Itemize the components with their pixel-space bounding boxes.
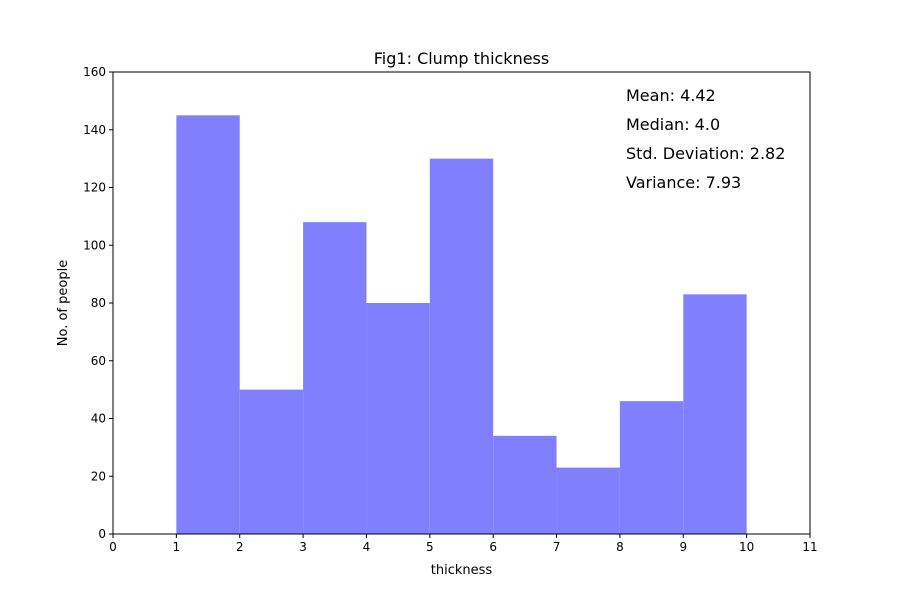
y-tick-label: 0 (98, 527, 106, 541)
y-tick-label: 120 (83, 181, 106, 195)
x-axis-label: thickness (431, 563, 493, 578)
histogram-bar-6 (493, 435, 557, 534)
histogram-bar-9 (683, 294, 747, 534)
stats-annotations: Mean: 4.42 Median: 4.0 Std. Deviation: 2.8… (626, 86, 785, 192)
histogram-bar-3 (303, 222, 367, 534)
y-tick-label: 100 (83, 238, 106, 252)
bars-group (176, 115, 747, 534)
x-tick-label: 11 (802, 540, 817, 554)
y-axis-label: No. of people (56, 260, 71, 346)
x-tick-label: 7 (553, 540, 561, 554)
stat-annotation-4: Variance: 7.93 (626, 173, 741, 192)
histogram-bar-7 (556, 467, 620, 534)
y-tick-label: 20 (91, 469, 106, 483)
stat-annotation-2: Median: 4.0 (626, 115, 720, 134)
x-tick-label: 9 (679, 540, 687, 554)
chart-title: Fig1: Clump thickness (374, 49, 549, 68)
x-tick-label: 5 (426, 540, 434, 554)
x-tick-label: 2 (236, 540, 244, 554)
histogram-bar-1 (176, 115, 240, 534)
histogram-bar-5 (429, 158, 494, 534)
x-tick-label: 6 (489, 540, 497, 554)
histogram-bar-8 (619, 401, 684, 534)
x-tick-label: 4 (363, 540, 371, 554)
y-tick-label: 40 (91, 412, 106, 426)
stat-annotation-3: Std. Deviation: 2.82 (626, 144, 785, 163)
x-tick-label: 3 (299, 540, 307, 554)
x-tick-label: 8 (616, 540, 624, 554)
y-tick-label: 80 (91, 296, 106, 310)
x-tick-label: 1 (173, 540, 181, 554)
histogram-bar-2 (239, 389, 304, 534)
histogram-bar-4 (366, 303, 430, 534)
x-ticks: 0 1 2 3 4 5 6 7 8 9 10 11 (109, 534, 818, 554)
stat-annotation-1: Mean: 4.42 (626, 86, 716, 105)
x-tick-label: 10 (739, 540, 754, 554)
y-ticks: 0 20 40 60 80 100 120 140 160 (83, 65, 113, 541)
y-tick-label: 140 (83, 123, 106, 137)
y-tick-label: 60 (91, 354, 106, 368)
x-tick-label: 0 (109, 540, 117, 554)
y-tick-label: 160 (83, 65, 106, 79)
